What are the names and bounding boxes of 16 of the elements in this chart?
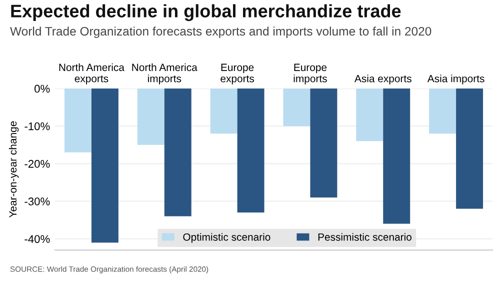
- chart-subtitle: World Trade Organization forecasts exports and imports volume to fall in 2020: [10, 26, 432, 38]
- y-axis-title: Year-on-year change: [8, 121, 19, 218]
- x-tick-label: Europe exports: [220, 64, 254, 84]
- y-tick-label: 0%: [34, 84, 50, 93]
- legend-label: Optimistic scenario: [183, 233, 270, 243]
- y-tick-label: -10%: [24, 122, 50, 130]
- x-tick-label: Asia exports: [354, 74, 412, 84]
- x-tick-label: Asia imports: [427, 74, 484, 84]
- chart-title: Expected decline in global merchandize trade: [11, 4, 401, 22]
- y-tick-label: -30%: [24, 198, 50, 206]
- x-tick-label: North America imports: [132, 63, 198, 84]
- x-tick-label: Europe imports: [294, 64, 327, 84]
- x-tick-label: North America exports: [59, 63, 124, 84]
- legend-label: Pessimistic scenario: [318, 233, 412, 241]
- y-tick-label: -20%: [24, 160, 50, 168]
- y-tick-label: -40%: [24, 235, 50, 243]
